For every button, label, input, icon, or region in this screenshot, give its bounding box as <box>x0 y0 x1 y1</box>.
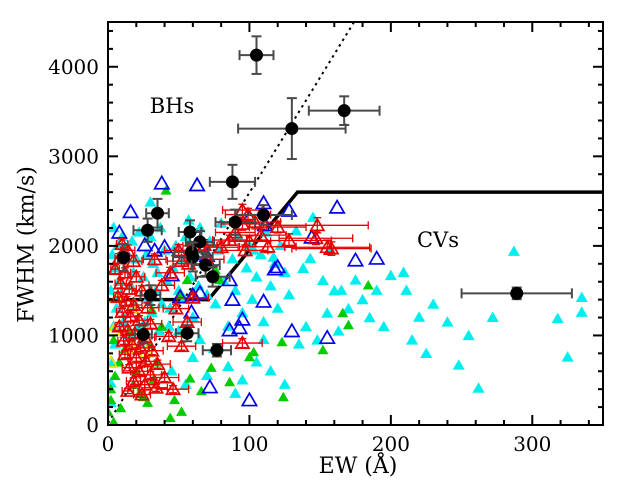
y-tick-label: 0 <box>86 413 99 437</box>
axis-ticks <box>107 22 603 426</box>
y-tick-label: 3000 <box>48 144 99 168</box>
y-tick-label: 2000 <box>48 234 99 258</box>
x-tick-label: 100 <box>230 432 268 456</box>
series-black-filled-circles-with-errors <box>116 35 573 358</box>
x-tick-label: 300 <box>513 432 551 456</box>
x-tick-label: 200 <box>372 432 410 456</box>
data-layer <box>108 22 603 425</box>
y-tick-label: 4000 <box>48 55 99 79</box>
x-tick-label: 0 <box>102 432 115 456</box>
y-tick-label: 1000 <box>48 323 99 347</box>
plot-frame <box>107 21 604 426</box>
